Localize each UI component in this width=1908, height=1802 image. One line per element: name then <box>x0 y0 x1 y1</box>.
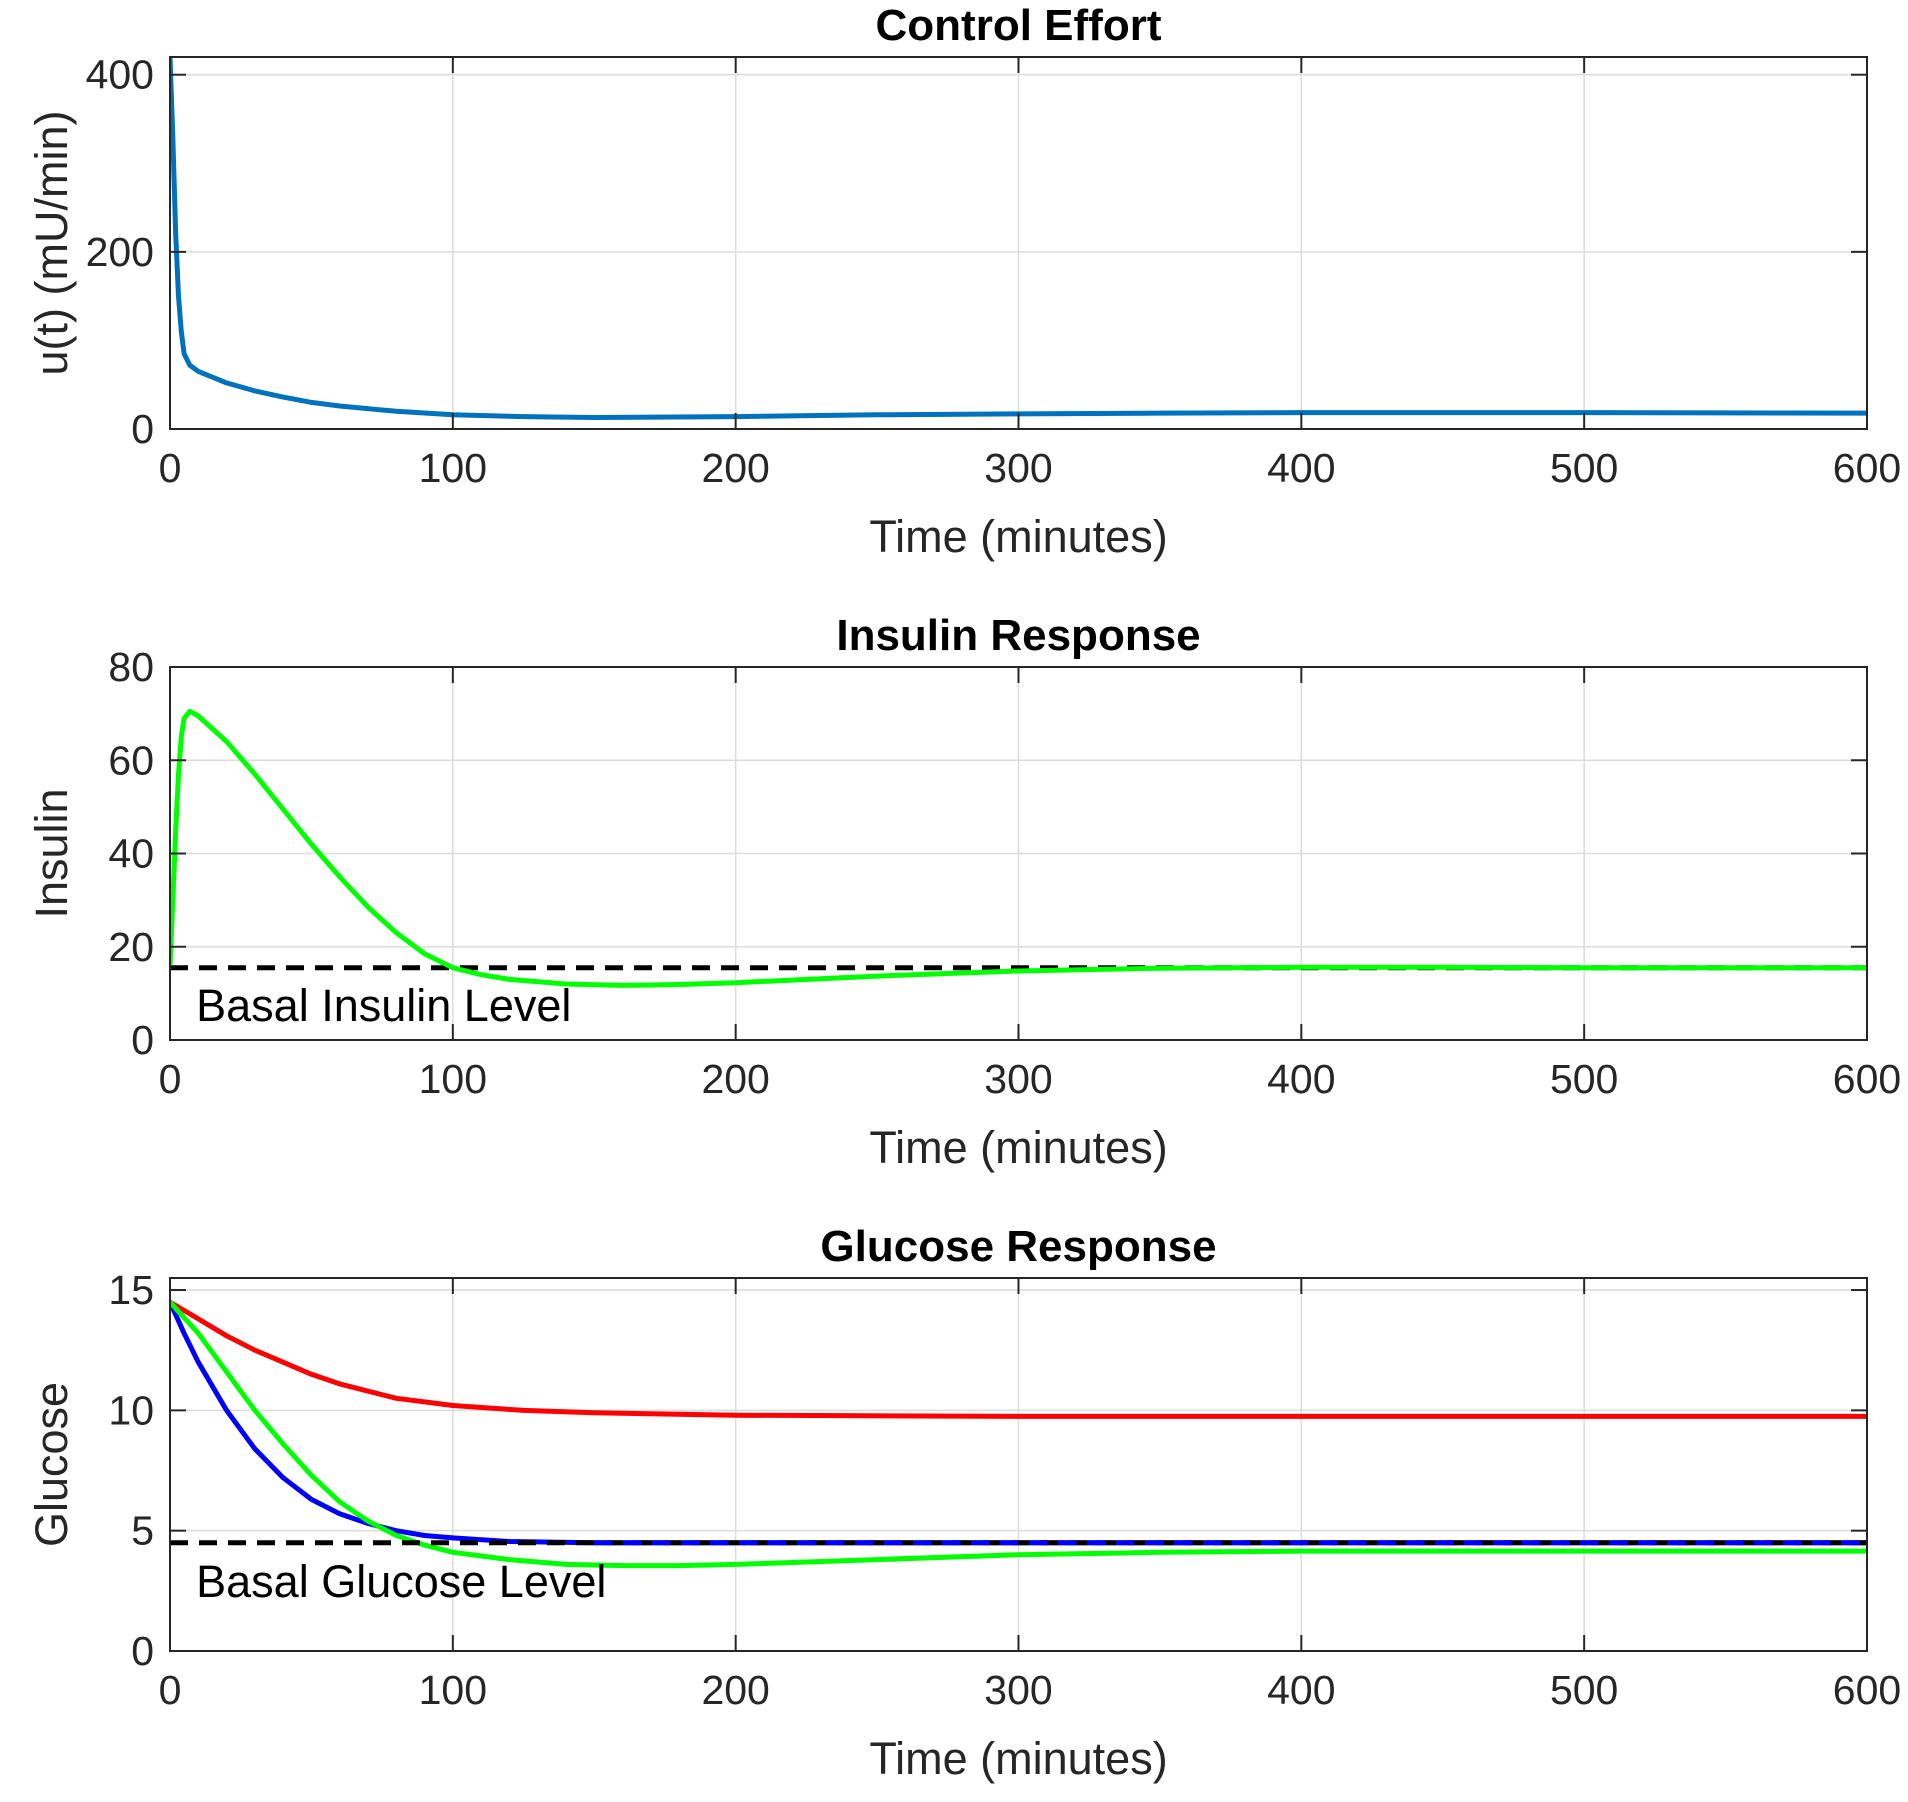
x-axis-label: Time (minutes) <box>869 511 1167 562</box>
series-line-1 <box>170 1299 1867 1419</box>
series-group <box>170 57 1867 420</box>
annotation-text: Basal Insulin Level <box>196 980 571 1031</box>
x-tick-label: 600 <box>1833 445 1901 491</box>
chart-title: Control Effort <box>876 1 1162 50</box>
x-tick-label: 200 <box>701 1056 769 1102</box>
y-axis-label: u(t) (mU/min) <box>26 111 77 376</box>
x-tick-label: 400 <box>1267 1667 1335 1713</box>
y-tick-label: 20 <box>108 924 154 970</box>
series-line-1 <box>170 57 1867 420</box>
series-line-2 <box>170 708 1867 988</box>
x-tick-label: 300 <box>984 445 1052 491</box>
y-tick-label: 5 <box>131 1508 154 1554</box>
chart-title: Insulin Response <box>836 611 1200 660</box>
y-axis-label: Insulin <box>26 788 77 918</box>
chart-panel-3: 0 100 200 300 400 500 600 0 5 10 15 Glucose Respons… <box>26 1222 1901 1784</box>
x-tick-label: 500 <box>1550 1667 1618 1713</box>
x-tick-label: 300 <box>984 1056 1052 1102</box>
chart-panel-1: 0 100 200 300 400 500 600 0 200 400 Control Effort… <box>26 1 1901 562</box>
chart-title: Glucose Response <box>820 1222 1216 1271</box>
chart-panel-2: 0 100 200 300 400 500 600 0 20 40 60 80 Insulin Resp… <box>26 611 1901 1173</box>
y-tick-label: 10 <box>108 1387 154 1433</box>
x-tick-label: 100 <box>419 445 487 491</box>
y-tick-label: 0 <box>131 1628 154 1674</box>
y-tick-label: 60 <box>108 737 154 783</box>
x-tick-label: 500 <box>1550 445 1618 491</box>
x-tick-label: 400 <box>1267 1056 1335 1102</box>
x-tick-label: 0 <box>159 1667 182 1713</box>
x-tick-label: 200 <box>701 445 769 491</box>
x-axis-label: Time (minutes) <box>869 1733 1167 1784</box>
x-tick-label: 100 <box>419 1667 487 1713</box>
y-tick-label: 0 <box>131 406 154 452</box>
x-tick-label: 400 <box>1267 445 1335 491</box>
y-axis-label: Glucose <box>26 1382 77 1547</box>
x-tick-label: 600 <box>1833 1056 1901 1102</box>
series-group <box>170 1299 1867 1569</box>
x-tick-label: 200 <box>701 1667 769 1713</box>
series-line-3 <box>170 1300 1867 1569</box>
y-tick-label: 400 <box>86 52 154 98</box>
series-group <box>170 708 1867 988</box>
x-axis-label: Time (minutes) <box>869 1122 1167 1173</box>
y-tick-label: 40 <box>108 831 154 877</box>
x-tick-label: 300 <box>984 1667 1052 1713</box>
y-tick-label: 80 <box>108 644 154 690</box>
y-tick-label: 0 <box>131 1017 154 1063</box>
y-tick-label: 15 <box>108 1267 154 1313</box>
x-tick-label: 500 <box>1550 1056 1618 1102</box>
x-tick-label: 0 <box>159 1056 182 1102</box>
x-tick-label: 600 <box>1833 1667 1901 1713</box>
x-tick-label: 0 <box>159 445 182 491</box>
y-tick-label: 200 <box>86 229 154 275</box>
annotation-text: Basal Glucose Level <box>196 1556 606 1607</box>
x-tick-label: 100 <box>419 1056 487 1102</box>
